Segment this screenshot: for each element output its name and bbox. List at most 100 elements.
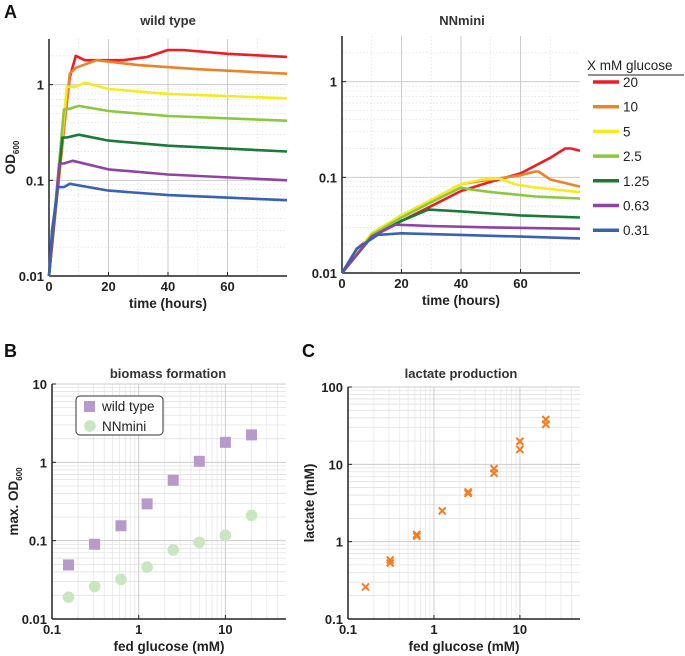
legend-marker-square bbox=[84, 401, 95, 412]
series-line-10 bbox=[47, 58, 288, 277]
chart-title: NNmini bbox=[439, 13, 485, 28]
data-point-x bbox=[412, 530, 421, 539]
y-tick-label: 0.1 bbox=[325, 612, 343, 627]
data-point-square bbox=[245, 429, 257, 441]
data-point-square bbox=[167, 474, 179, 486]
y-tick-label: 10 bbox=[33, 377, 47, 392]
y-tick-label: 1 bbox=[330, 75, 337, 90]
y-tick-label: 1 bbox=[336, 535, 343, 550]
x-axis-label: fed glucose (mM) bbox=[113, 639, 224, 654]
x-tick-label: 10 bbox=[513, 622, 527, 637]
data-point-square bbox=[193, 455, 205, 467]
data-point-circle bbox=[167, 544, 180, 556]
data-point-circle bbox=[115, 573, 127, 586]
data-point-square bbox=[141, 498, 153, 510]
data-point-circle bbox=[88, 580, 101, 593]
x-tick-label: 40 bbox=[161, 279, 175, 294]
data-point-circle bbox=[141, 561, 153, 573]
legend: X mM glucose 20 10 5 2.5 1.25 0.63 0.31 bbox=[587, 58, 684, 238]
x-tick-label: 10 bbox=[218, 622, 232, 637]
legend-label: 2.5 bbox=[623, 149, 642, 164]
y-tick-label: 0.1 bbox=[29, 534, 47, 549]
y-tick-label: 0.01 bbox=[19, 269, 44, 284]
x-tick-label: 0 bbox=[45, 279, 52, 294]
legend-marker-circle bbox=[84, 420, 96, 432]
series-line-2_5 bbox=[47, 104, 288, 277]
x-tick-label: 40 bbox=[454, 276, 468, 291]
panel-letter-a: A bbox=[4, 2, 17, 22]
y-axis-label: OD600 bbox=[3, 140, 21, 174]
y-tick-label: 10 bbox=[329, 457, 343, 472]
chart-title: lactate production bbox=[405, 366, 518, 381]
series-line-1_25 bbox=[47, 133, 288, 277]
y-axis-label-main: OD bbox=[3, 154, 18, 175]
data-point-circle bbox=[62, 591, 75, 603]
y-tick-label: 1 bbox=[40, 455, 47, 470]
y-axis-label: lactate (mM) bbox=[302, 464, 317, 543]
series-line-5 bbox=[340, 177, 581, 274]
x-tick-label: 60 bbox=[513, 276, 527, 291]
chart-nnmini-growth: 0 20 40 60 0.01 0.1 1 NNmini time (hours) X mM gl… bbox=[312, 13, 684, 308]
legend-box bbox=[75, 395, 164, 436]
legend: wild type NNmini bbox=[75, 395, 164, 436]
legend-label: 0.31 bbox=[623, 223, 649, 238]
data-point-x bbox=[438, 506, 447, 516]
x-axis-label: fed glucose (mM) bbox=[408, 639, 519, 654]
x-tick-label: 1 bbox=[135, 622, 142, 637]
series-line-0_31 bbox=[47, 182, 288, 277]
chart-lactate-production: 0.1 1 10 0.1 1 10 100 lactate production fed glu… bbox=[302, 366, 580, 654]
data-point-square bbox=[115, 520, 127, 532]
y-axis-label-subscript: 600 bbox=[15, 467, 24, 481]
y-axis-label-main: max. OD bbox=[6, 481, 21, 536]
chart-wild-type-growth: 0 20 40 60 0.01 0.1 1 wild type time (hours) OD60… bbox=[3, 13, 288, 311]
series-line-0_63 bbox=[47, 159, 288, 277]
y-tick-label: 0.1 bbox=[26, 173, 44, 188]
data-point-circle bbox=[219, 529, 232, 542]
y-tick-label: 0.01 bbox=[22, 612, 47, 627]
y-tick-label: 1 bbox=[37, 78, 44, 93]
legend-title: X mM glucose bbox=[587, 58, 673, 73]
chart-title: wild type bbox=[139, 13, 196, 28]
x-tick-label: 20 bbox=[101, 279, 115, 294]
x-axis-label: time (hours) bbox=[129, 296, 207, 311]
y-tick-label: 0.1 bbox=[319, 170, 337, 185]
data-point-x bbox=[412, 531, 421, 541]
legend-label: 0.63 bbox=[623, 199, 649, 214]
legend-label: 1.25 bbox=[623, 174, 649, 189]
legend-label: 20 bbox=[623, 75, 638, 90]
series-line-5 bbox=[47, 81, 288, 277]
chart-title: biomass formation bbox=[110, 366, 226, 381]
y-axis-label-main: lactate (mM) bbox=[302, 464, 317, 543]
x-axis-label: time (hours) bbox=[422, 293, 500, 308]
data-point-x bbox=[515, 445, 525, 454]
data-point-square bbox=[63, 559, 75, 571]
data-point-square bbox=[219, 436, 231, 448]
x-tick-label: 0 bbox=[338, 276, 345, 291]
data-point-x bbox=[489, 468, 499, 478]
grid bbox=[48, 39, 287, 277]
data-point-x bbox=[386, 558, 395, 568]
x-tick-label: 0.1 bbox=[339, 622, 357, 637]
data-point-x bbox=[361, 582, 370, 592]
series-line-2_5 bbox=[340, 186, 581, 274]
data-point-x bbox=[541, 420, 551, 429]
panel-letter-c: C bbox=[302, 341, 315, 361]
data-point-x bbox=[515, 437, 525, 446]
series-line-0_31 bbox=[340, 232, 581, 274]
legend-label: wild type bbox=[101, 399, 155, 414]
x-tick-label: 20 bbox=[394, 276, 408, 291]
legend-label: 5 bbox=[623, 124, 631, 139]
legend-label: NNmini bbox=[102, 419, 146, 434]
data-point-circle bbox=[245, 509, 258, 522]
y-tick-label: 100 bbox=[321, 380, 343, 395]
data-point-x bbox=[463, 489, 473, 498]
x-tick-label: 60 bbox=[220, 279, 234, 294]
data-point-x bbox=[463, 487, 473, 497]
data-point-circle bbox=[193, 536, 206, 549]
data-point-x bbox=[386, 555, 395, 565]
panel-letter-b: B bbox=[4, 341, 17, 361]
x-tick-label: 0.1 bbox=[43, 622, 61, 637]
data-point-square bbox=[89, 538, 101, 550]
y-axis-label-subscript: 600 bbox=[12, 140, 21, 154]
